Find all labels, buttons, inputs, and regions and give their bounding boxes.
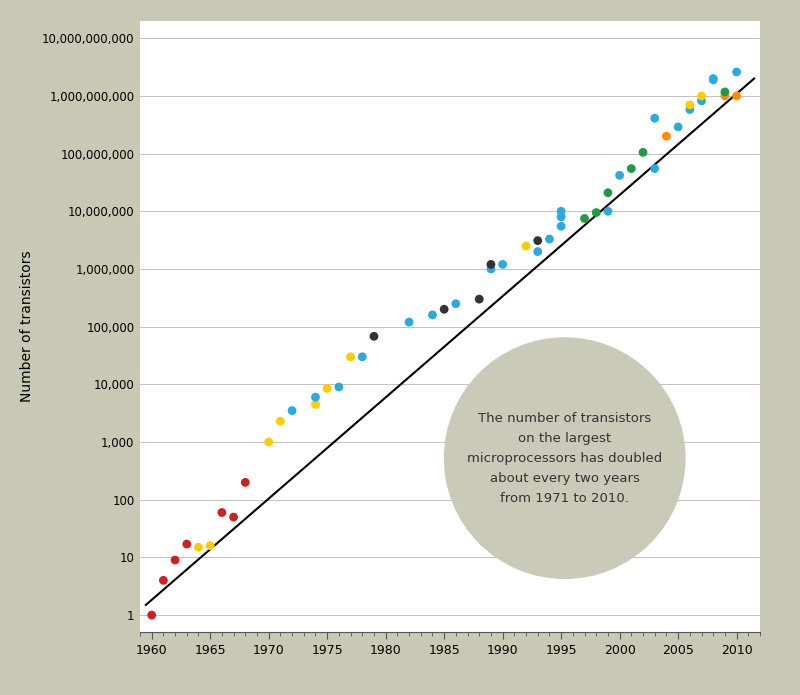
Point [146,610,158,621]
Point [344,351,357,362]
Point [367,331,380,342]
Point [473,293,486,304]
Point [695,95,708,106]
Point [554,206,567,217]
Point [450,298,462,309]
Point [707,73,720,84]
Point [531,235,544,246]
Point [683,104,696,115]
Point [485,263,498,275]
Point [625,163,638,174]
Point [730,67,743,78]
Point [683,99,696,111]
Point [531,246,544,257]
Point [438,304,450,315]
Point [602,206,614,217]
Point [648,113,661,124]
Point [262,436,275,448]
Point [660,131,673,142]
Point [730,90,743,101]
Point [648,163,661,174]
Point [274,416,286,427]
Point [718,90,731,101]
Point [672,122,685,133]
Point [695,90,708,101]
Point [333,382,346,393]
Point [614,170,626,181]
Point [309,391,322,402]
Point [602,187,614,198]
Y-axis label: Number of transistors: Number of transistors [20,251,34,402]
Point [578,213,591,224]
Point [718,86,731,97]
Point [192,541,205,553]
Point [169,555,182,566]
Ellipse shape [444,337,686,579]
Point [180,539,193,550]
Point [286,405,298,416]
Point [485,259,498,270]
Point [520,240,533,252]
Point [239,477,252,488]
Point [590,207,602,218]
Point [496,259,509,270]
Point [402,316,415,327]
Point [707,74,720,85]
Point [227,512,240,523]
Point [543,234,556,245]
Text: The number of transistors
on the largest
microprocessors has doubled
about every: The number of transistors on the largest… [467,411,662,505]
Point [215,507,228,518]
Point [554,221,567,232]
Point [426,309,439,320]
Point [637,147,650,158]
Point [356,351,369,362]
Point [157,575,170,586]
Point [321,383,334,394]
Point [204,540,217,551]
Point [309,399,322,410]
Point [554,211,567,222]
